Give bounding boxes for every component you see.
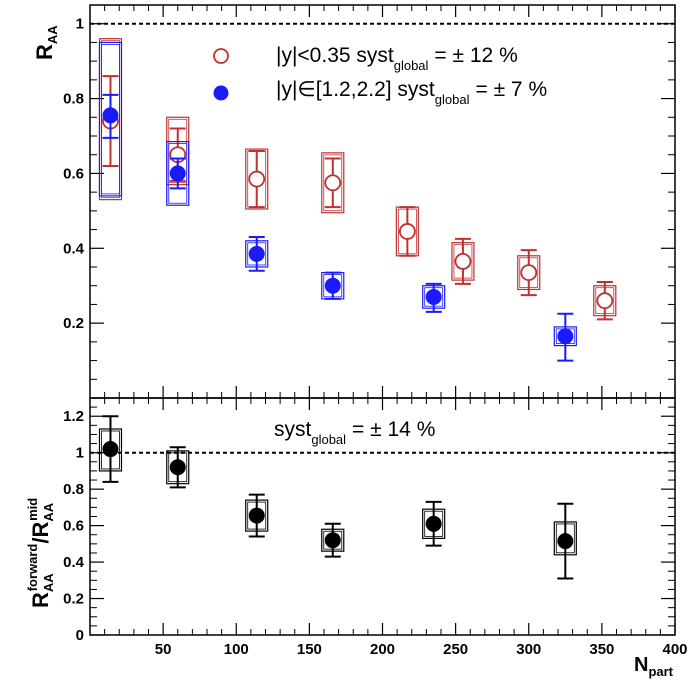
y-tick-label: 0.4	[63, 554, 85, 571]
x-tick-label: 350	[589, 641, 614, 658]
legend: |y|<0.35 systglobal = ± 12 % |y|∈[1.2,2.2…	[213, 44, 547, 107]
legend-marker-open-circle	[213, 48, 229, 64]
top-series	[98, 38, 617, 362]
bottom-y-axis-label: RAAforward/RAAmid	[25, 498, 56, 608]
x-tick-label: 200	[370, 641, 395, 658]
bottom-y-tick-labels: 0 0.2 0.4 0.6 0.8 1 1.2	[63, 408, 85, 644]
x-tick-label: 400	[662, 641, 687, 658]
bottom-x-tick-labels: 50 100 150 200 250 300 350 400	[155, 641, 688, 658]
data-point	[248, 170, 266, 188]
x-tick-label: 100	[224, 641, 249, 658]
series-0	[98, 415, 577, 580]
bottom-series	[98, 415, 577, 580]
y-tick-label: 0.8	[63, 481, 84, 498]
data-point	[169, 165, 186, 182]
bottom-syst-annotation: systglobal = ± 14 %	[274, 418, 435, 447]
sys-box	[98, 41, 123, 197]
top-y-axis-label: RAA	[32, 25, 60, 60]
x-tick-label: 50	[155, 641, 172, 658]
top-y-tick-labels: 0.2 0.4 0.6 0.8 1	[63, 16, 85, 332]
sys-box-inner	[323, 154, 343, 212]
x-tick-label: 300	[516, 641, 541, 658]
data-point	[102, 441, 119, 458]
data-point	[169, 459, 186, 476]
top-x-ticks	[104, 5, 676, 398]
bottom-y-ticks	[90, 397, 675, 636]
top-panel: 0.2 0.4 0.6 0.8 1 RAA |y|<0.35 systglobal = ±…	[32, 4, 676, 399]
data-point	[520, 264, 538, 282]
sys-box	[245, 148, 269, 210]
y-tick-label: 0.2	[63, 315, 84, 332]
data-point	[248, 245, 265, 262]
data-point	[557, 328, 574, 345]
y-tick-label: 1	[76, 16, 84, 33]
bottom-panel: 50 100 150 200 250 300 350 400 0 0.2 0.4 0.6 0.8 1 1.…	[25, 397, 688, 679]
sys-box-inner	[101, 44, 120, 195]
sys-box-inner	[168, 143, 188, 204]
x-tick-label: 250	[443, 641, 468, 658]
y-tick-label: 0.4	[63, 240, 85, 257]
sys-box	[321, 152, 345, 214]
y-tick-label: 0.6	[63, 165, 84, 182]
data-point	[324, 277, 341, 294]
data-point	[557, 533, 574, 550]
data-point	[102, 107, 119, 124]
y-tick-label: 1	[76, 445, 84, 462]
data-point	[324, 532, 341, 549]
legend-entry-central: |y|<0.35 systglobal = ± 12 %	[276, 44, 518, 73]
x-axis-label: Npart	[634, 654, 674, 679]
y-tick-label: 1.2	[63, 408, 84, 425]
data-point	[596, 292, 614, 310]
legend-marker-filled-circle	[213, 85, 229, 101]
x-tick-label: 150	[297, 641, 322, 658]
sys-box	[166, 141, 190, 206]
y-tick-label: 0	[76, 627, 84, 644]
data-point	[425, 288, 442, 305]
data-point	[324, 174, 342, 192]
y-tick-label: 0.2	[63, 591, 84, 608]
legend-entry-forward: |y|∈[1.2,2.2] systglobal = ± 7 %	[276, 78, 547, 107]
data-point	[454, 252, 472, 270]
y-tick-label: 0.8	[63, 91, 84, 108]
data-point	[248, 507, 265, 524]
bottom-x-ticks	[104, 398, 676, 635]
y-tick-label: 0.6	[63, 518, 84, 535]
series-1	[98, 41, 577, 362]
data-point	[398, 223, 416, 240]
data-point	[425, 515, 442, 532]
top-y-ticks	[90, 4, 675, 380]
